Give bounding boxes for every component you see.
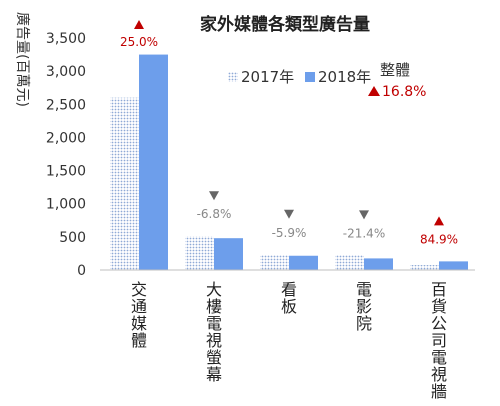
bar-2018 [289,255,318,270]
bar-2017 [260,254,289,270]
y-tick-label: 3,000 [46,64,86,80]
bar-2017 [335,255,364,270]
change-label: 84.9% [420,232,458,246]
change-label: -21.4% [343,226,385,240]
down-arrow-icon [359,210,369,220]
category-label-char: 媒 [131,314,147,333]
y-tick-label: 2,500 [46,97,86,113]
legend-swatch-2018 [305,72,315,82]
category-label-char: 貨 [431,297,447,316]
category-label-char: 電 [206,314,222,333]
category-label-char: 牆 [431,382,447,401]
bar-2018 [364,258,393,270]
y-tick-label: 500 [59,230,86,246]
legend: 2017年 2018年 [228,68,371,86]
category-label-char: 公 [431,314,447,333]
change-label: -6.8% [197,207,232,221]
category-label-char: 百 [431,280,447,299]
y-axis-label: 廣告量(百萬元) [14,12,31,107]
category-label-char: 體 [131,331,147,350]
category-label-char: 電 [431,348,447,367]
y-tick-label: 1,000 [46,197,86,213]
y-tick-label: 1,500 [46,164,86,180]
legend-label-2017: 2017年 [241,68,294,86]
bar-2017 [410,265,439,270]
category-label-char: 幕 [206,365,222,384]
chart-title: 家外媒體各類型廣告量 [200,14,370,35]
up-arrow-icon [134,20,144,29]
bar-2017 [110,97,139,271]
up-arrow-icon [434,216,444,226]
category-label-char: 通 [131,297,147,316]
overall-annotation: 整體 16.8% [368,61,426,100]
category-label-char: 影 [356,297,372,316]
category-label-char: 院 [356,314,372,333]
category-label-char: 看 [281,280,297,299]
category-label-char: 司 [431,331,447,350]
change-label: 25.0% [120,35,158,49]
bars [110,54,468,271]
y-tick-label: 2,000 [46,130,86,146]
y-axis-ticks: 3,500 3,000 2,500 2,000 1,500 1,000 500 0 [46,31,86,279]
down-arrow-icon [284,209,294,219]
y-tick-label: 0 [77,263,86,279]
change-label: -5.9% [272,226,307,240]
legend-label-2018: 2018年 [318,68,371,86]
bar-2018 [139,54,168,271]
overall-value: 16.8% [382,84,426,100]
category-label-char: 電 [356,280,372,299]
category-label-char: 交 [131,280,147,299]
category-label-char: 樓 [206,297,222,316]
legend-swatch-2017 [228,72,238,82]
down-arrow-icon [209,191,219,201]
category-label-char: 板 [281,297,297,316]
overall-label: 整體 [380,61,410,79]
change-annotations: 25.0% -6.8% -5.9% -21.4% 84.9% [120,20,458,246]
overall-up-arrow [368,86,380,96]
bar-2017 [185,236,214,270]
category-label-char: 大 [206,280,222,299]
category-label-char: 視 [431,365,447,384]
category-label-char: 螢 [206,348,222,367]
bar-2018 [214,238,243,270]
bar-2018 [439,261,468,270]
y-tick-label: 3,500 [46,31,86,47]
category-label-char: 視 [206,331,222,350]
